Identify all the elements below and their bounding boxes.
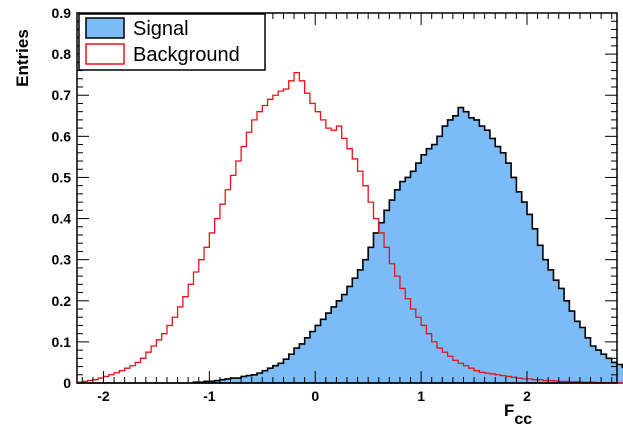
- y-tick-label: 0.3: [52, 252, 72, 268]
- y-tick-label: 0.7: [52, 87, 72, 103]
- x-tick-label: 2: [523, 388, 531, 404]
- y-axis-title: Entries: [13, 29, 32, 87]
- axes: -2 -1 0 1 2 0 0.1 0.2 0.3 0.4 0.5 0.6 0.7 0.8 0.9: [52, 5, 618, 404]
- series-signal-histogram: [77, 106, 623, 384]
- y-tick-label: 0.1: [52, 334, 72, 350]
- y-tick-label: 0.9: [52, 5, 72, 21]
- legend-label-signal: Signal: [133, 18, 189, 40]
- legend: Signal Background: [78, 13, 266, 71]
- x-axis-title: Fcc: [504, 401, 532, 427]
- y-tick-label: 0.4: [52, 211, 72, 227]
- y-tick-label: 0.2: [52, 293, 72, 309]
- x-axis-title-subscript: cc: [514, 411, 532, 427]
- y-tick-label: 0.6: [52, 128, 72, 144]
- legend-swatch-signal: [85, 17, 125, 39]
- x-tick-label: 0: [311, 388, 319, 404]
- x-tick-label: -2: [97, 388, 110, 404]
- legend-swatch-background: [85, 43, 125, 65]
- y-tick-label: 0: [63, 375, 71, 391]
- y-tick-label: 0.5: [52, 169, 72, 185]
- x-tick-label: 1: [417, 388, 425, 404]
- x-tick-label: -1: [203, 388, 216, 404]
- y-tick-label: 0.8: [52, 46, 72, 62]
- x-axis-title-main: F: [504, 401, 514, 420]
- plot-area: [76, 71, 623, 384]
- legend-label-background: Background: [133, 44, 240, 66]
